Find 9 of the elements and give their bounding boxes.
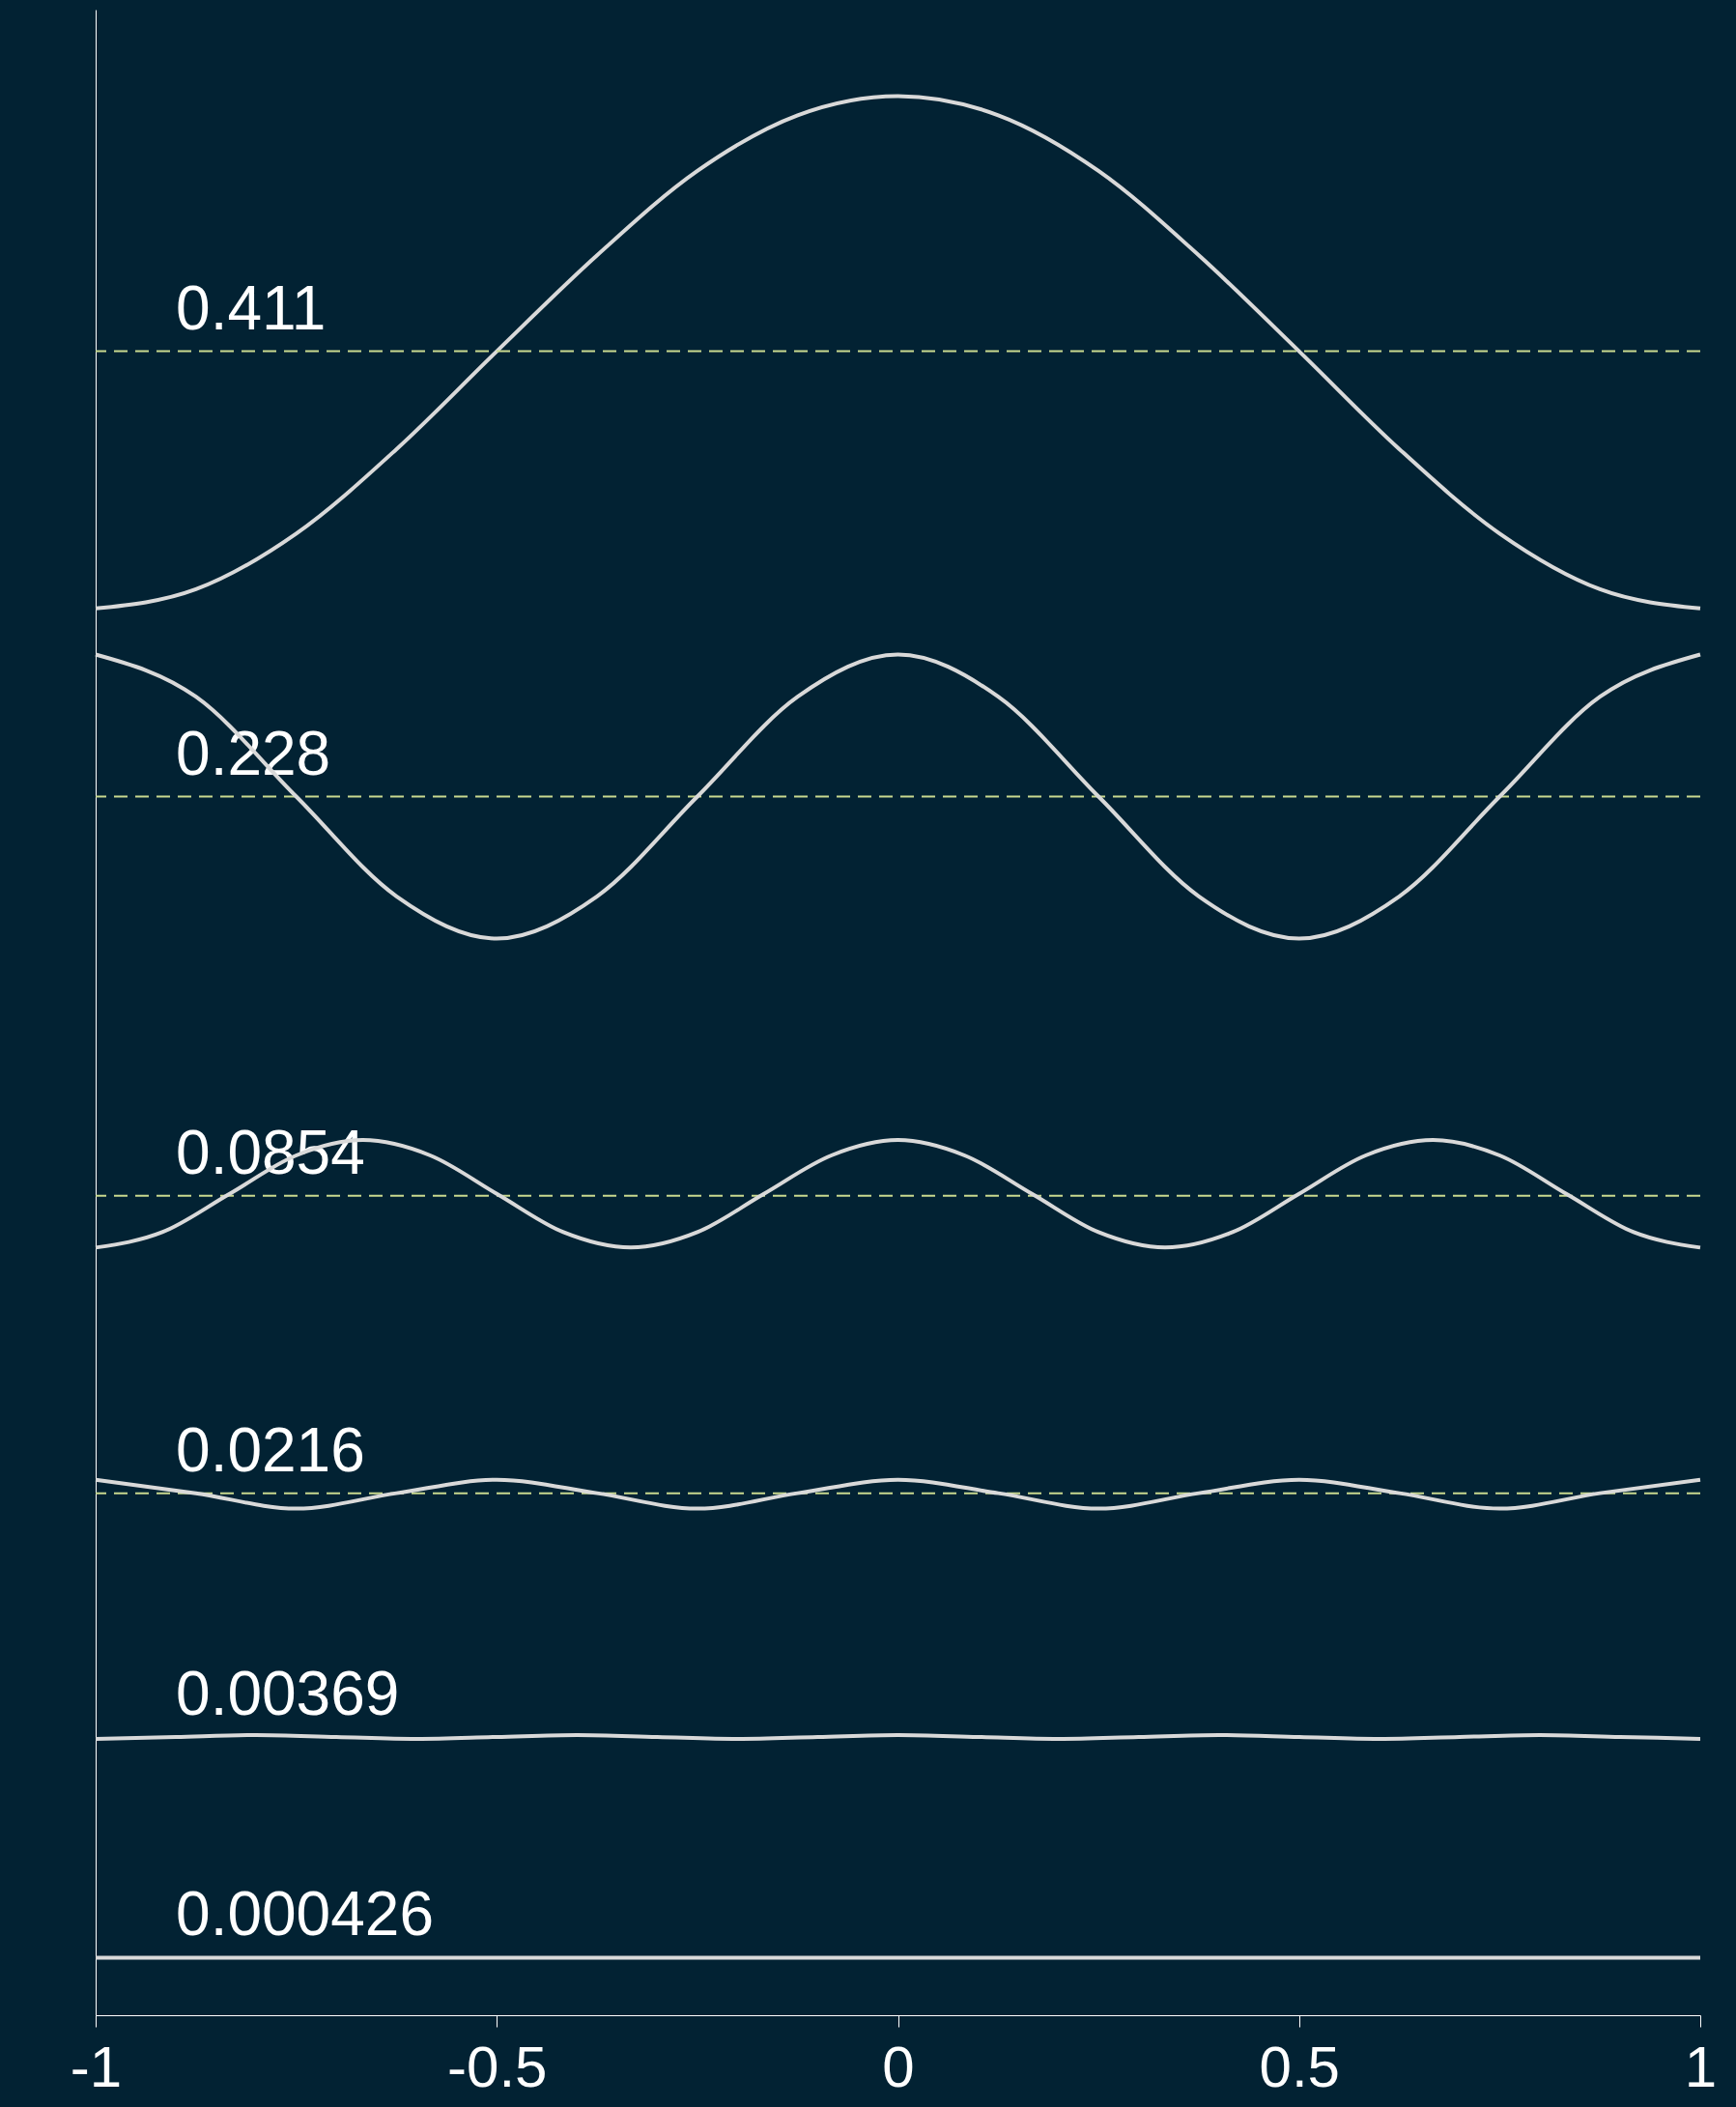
annotation: 0.00369 [176,1658,400,1728]
x-tick-label: 0.5 [1259,2034,1340,2099]
x-tick-label: 0 [882,2034,915,2099]
x-tick-label: 1 [1684,2034,1718,2099]
x-tick-label: -0.5 [447,2034,548,2099]
x-tick-label: -1 [70,2034,123,2099]
annotation: 0.0216 [176,1414,365,1485]
annotation: 0.411 [176,272,327,343]
annotation: 0.000426 [176,1879,434,1950]
